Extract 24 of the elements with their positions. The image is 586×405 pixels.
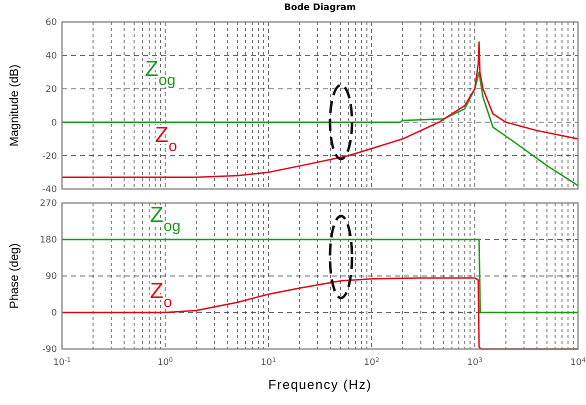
- series-label: Z$_{og}$: [150, 202, 181, 234]
- y-axis-title: Phase (deg): [7, 243, 21, 309]
- x-tick-label: 10$^{3}$: [467, 356, 483, 368]
- series-label: Z$_{o}$: [150, 278, 172, 310]
- y-axis-title: Magnitude (dB): [7, 64, 21, 147]
- y-tick-label: 0: [51, 118, 58, 128]
- y-tick-label: -40: [42, 185, 58, 196]
- x-tick-label: 10$^{4}$: [570, 356, 586, 368]
- y-tick-label: 0: [51, 308, 58, 319]
- y-tick-label: 40: [46, 52, 58, 62]
- y-tick-label: 180: [40, 236, 58, 246]
- y-tick-label: 20: [46, 84, 58, 95]
- chart-title: Bode Diagram: [284, 3, 356, 13]
- y-tick-label: 270: [40, 199, 58, 210]
- x-tick-label: 10$^{-1}$: [53, 356, 71, 368]
- x-axis-title: Frequency (Hz): [268, 377, 372, 392]
- series-label: Z$_{o}$: [155, 122, 178, 154]
- y-tick-label: 60: [46, 18, 58, 28]
- y-tick-label: -20: [42, 152, 58, 162]
- x-tick-label: 10$^{1}$: [260, 356, 276, 368]
- x-tick-label: 10$^{2}$: [364, 356, 380, 368]
- y-tick-label: 90: [46, 272, 58, 282]
- y-tick-label: -90: [42, 345, 58, 356]
- x-tick-label: 10$^{0}$: [157, 356, 173, 368]
